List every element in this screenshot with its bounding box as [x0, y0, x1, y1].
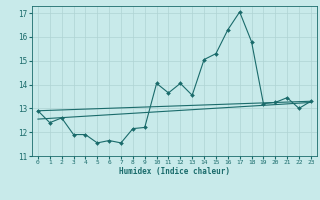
X-axis label: Humidex (Indice chaleur): Humidex (Indice chaleur)	[119, 167, 230, 176]
